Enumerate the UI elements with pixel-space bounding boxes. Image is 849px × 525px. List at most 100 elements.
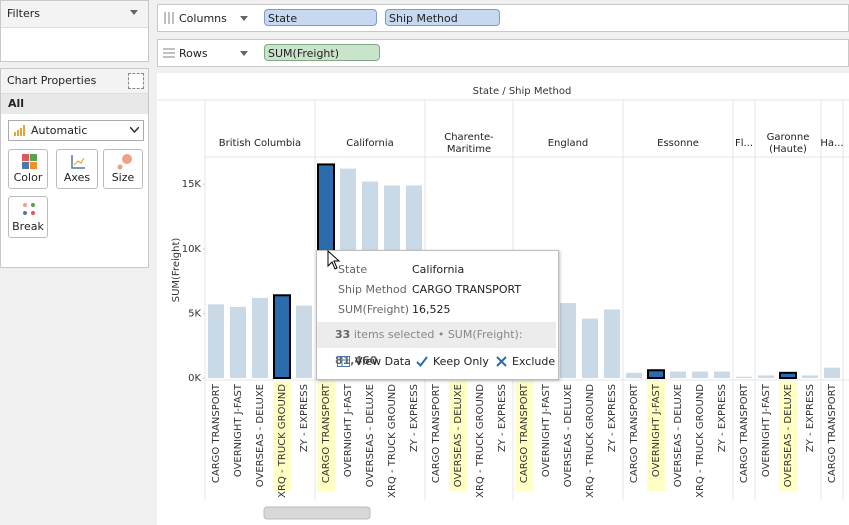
size-icon	[117, 154, 132, 170]
dropdown-arrow[interactable]	[240, 51, 248, 56]
tooltip-key: SUM(Freight)	[338, 303, 410, 316]
bar	[802, 375, 818, 378]
x-tick-label: OVERSEAS - DELUXE	[255, 384, 266, 487]
x-tick-label: OVERSEAS - DELUXE	[365, 384, 376, 487]
chart: State / Ship Method SUM(Freight) 0K 5K 10K…	[157, 86, 849, 520]
bar	[692, 371, 708, 378]
x-tick-label: XRQ - TRUCK GROUND	[387, 384, 398, 498]
label-highlight	[273, 381, 291, 491]
x-tick-label: XRQ - TRUCK GROUND	[277, 384, 288, 498]
x-tick-label: CARGO TRANSPORT	[431, 383, 442, 483]
keep-only-action[interactable]: Keep Only	[416, 355, 489, 368]
rows-label: Rows	[179, 47, 208, 60]
break-icon	[23, 203, 35, 215]
size-label: Size	[111, 171, 135, 184]
tooltip-value: 16,525	[412, 303, 451, 316]
color-label: Color	[13, 171, 43, 184]
filters-panel: Filters	[0, 0, 149, 62]
dropdown-arrow[interactable]	[130, 10, 138, 15]
sum-label: • SUM(Freight):	[437, 328, 523, 341]
selection-text: items selected	[353, 328, 435, 341]
action-label: Exclude	[512, 355, 556, 368]
x-tick-label: OVERSEAS - DELUXE	[453, 384, 464, 487]
label-highlight	[647, 381, 665, 491]
bar	[230, 306, 246, 378]
break-label: Break	[12, 220, 44, 233]
x-tick-label: ZY - EXPRESS	[607, 384, 618, 452]
columns-label: Columns	[179, 12, 227, 25]
x-tick-label: OVERSEAS - DELUXE	[673, 384, 684, 487]
y-tick-label: 15K	[182, 179, 202, 190]
select-arrow	[130, 127, 139, 133]
y-tick-label: 10K	[182, 244, 202, 255]
label-highlight	[515, 381, 533, 491]
x-tick-label: CARGO TRANSPORT	[629, 383, 640, 483]
selection-summary: 33 items selected • SUM(Freight): 81,460	[317, 322, 556, 367]
x-tick-label: CARGO TRANSPORT	[739, 383, 750, 483]
tooltip-value: California	[412, 263, 465, 276]
axes-button[interactable]: Axes	[56, 149, 98, 189]
x-tick-label: ZY - EXPRESS	[409, 384, 420, 452]
x-tick-label: CARGO TRANSPORT	[827, 383, 838, 483]
x-tick-label: CARGO TRANSPORT	[321, 383, 332, 483]
mark-type-label: Automatic	[31, 124, 88, 137]
bar	[560, 303, 576, 378]
mouse-cursor	[327, 250, 341, 270]
scrollbar[interactable]	[263, 506, 371, 520]
scope-label: All	[8, 97, 25, 110]
rows-shelf: Rows SUM(Freight)	[157, 39, 849, 67]
bar	[296, 305, 312, 378]
x-tick-label: OVERNIGHT J-FAST	[233, 383, 244, 477]
bar	[824, 367, 840, 378]
filters-header: Filters	[1, 1, 148, 28]
pill[interactable]: State	[264, 9, 377, 26]
axes-icon	[71, 155, 85, 169]
axes-label: Axes	[63, 171, 91, 184]
rows-icon	[163, 48, 175, 58]
sum-value: 81,460	[335, 354, 378, 367]
bar	[273, 294, 291, 380]
bar	[714, 371, 730, 378]
label-highlight	[449, 381, 467, 491]
break-button[interactable]: Break	[8, 196, 48, 238]
tooltip-value: CARGO TRANSPORT	[412, 283, 522, 296]
chart-title: State / Ship Method	[473, 86, 572, 97]
color-icon	[22, 154, 37, 169]
x-icon	[496, 356, 507, 367]
x-tick-label: XRQ - TRUCK GROUND	[475, 384, 486, 498]
columns-shelf: Columns State Ship Method	[157, 4, 849, 32]
bar-icon	[14, 125, 25, 136]
check-icon	[416, 356, 428, 367]
bar	[626, 372, 642, 378]
dropdown-arrow[interactable]	[240, 16, 248, 21]
action-label: View Data	[355, 355, 411, 368]
pill[interactable]: Ship Method	[385, 9, 500, 26]
filters-title: Filters	[7, 7, 40, 20]
bar	[736, 376, 752, 378]
x-tick-label: XRQ - TRUCK GROUND	[585, 384, 596, 498]
x-tick-label: OVERNIGHT J-FAST	[651, 383, 662, 477]
x-tick-label: XRQ - TRUCK GROUND	[695, 384, 706, 498]
properties-menu[interactable]	[128, 73, 144, 89]
tooltip: State California Ship Method CARGO TRANS…	[316, 250, 559, 380]
x-tick-label: ZY - EXPRESS	[299, 384, 310, 452]
x-tick-label: OVERSEAS - DELUXE	[783, 384, 794, 487]
pill[interactable]: SUM(Freight)	[264, 44, 380, 61]
label-highlight	[779, 381, 797, 491]
bar	[647, 369, 665, 379]
exclude-action[interactable]: Exclude	[496, 355, 555, 368]
mark-type-select[interactable]: Automatic	[8, 120, 144, 141]
x-tick-label: OVERSEAS - DELUXE	[563, 384, 574, 487]
size-button[interactable]: Size	[103, 149, 143, 189]
bar	[582, 318, 598, 378]
bar	[604, 309, 620, 378]
y-tick-label: 5K	[188, 308, 201, 319]
view-data-action[interactable]: View Data	[337, 355, 411, 368]
x-tick-label: ZY - EXPRESS	[717, 384, 728, 452]
scope-all[interactable]: All	[1, 94, 148, 114]
bar	[758, 375, 774, 378]
columns-icon	[164, 12, 174, 24]
color-button[interactable]: Color	[8, 149, 48, 189]
bar	[252, 297, 268, 378]
